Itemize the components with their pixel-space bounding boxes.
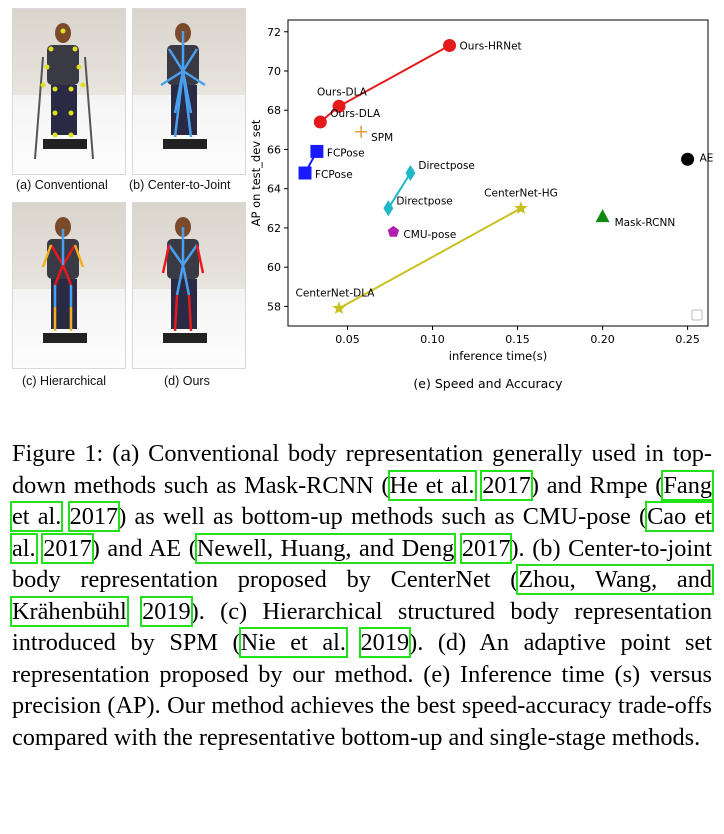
y-tick-label: 64 <box>267 183 281 196</box>
citation-link[interactable]: Fang et al. <box>9 469 715 532</box>
citation-link[interactable]: He et al. <box>387 469 477 501</box>
citation-link[interactable]: 2019 <box>358 627 412 658</box>
data-label: SPM <box>371 132 393 144</box>
data-label: CenterNet-DLA <box>296 287 376 299</box>
citation-link[interactable]: 2017 <box>480 469 533 501</box>
data-label: FCPose <box>327 147 365 159</box>
x-tick-label: 0.10 <box>420 333 445 346</box>
panel-c-caption: (c) Hierarchical <box>22 374 107 388</box>
skier-figure <box>41 217 87 343</box>
panel-a-image <box>12 8 126 175</box>
x-tick-label: 0.15 <box>505 333 530 346</box>
panel-e-caption: (e) Speed and Accuracy <box>413 376 563 391</box>
caption-segment: Figure 1: (a) Conventional body represen… <box>12 440 712 499</box>
data-label: Ours-DLA <box>330 108 381 120</box>
panel-d-caption: (d) Ours <box>164 374 210 388</box>
plot-frame <box>287 19 709 327</box>
citation-link[interactable]: 2017 <box>67 501 121 532</box>
caption-segment <box>61 503 69 530</box>
y-tick-label: 58 <box>267 300 281 313</box>
panel-a-caption: (a) Conventional <box>16 178 108 192</box>
panel-b-image <box>132 8 246 175</box>
data-label: CMU-pose <box>403 229 456 241</box>
data-label: FCPose <box>315 169 353 181</box>
data-label: Directpose <box>418 160 474 172</box>
y-tick-label: 68 <box>267 104 281 117</box>
skier-figure <box>161 217 207 343</box>
citation-link[interactable]: Nie et al. <box>238 627 348 658</box>
caption-segment: ). (d) An adaptive point set representat… <box>12 629 712 751</box>
caption-segment: ). (b) Center-to-joint body representati… <box>12 534 713 594</box>
data-label: Ours-DLA <box>317 86 368 98</box>
x-tick-label: 0.25 <box>675 333 700 346</box>
data-point <box>681 152 695 166</box>
x-axis-label: inference time(s) <box>449 349 547 363</box>
y-tick-label: 70 <box>267 65 281 78</box>
data-label: Ours-HRNet <box>460 41 522 53</box>
skier-figure <box>160 23 207 149</box>
data-point <box>383 200 394 217</box>
data-label: CenterNet-HG <box>484 187 558 199</box>
data-label: Mask-RCNN <box>615 217 676 229</box>
data-point <box>332 301 346 315</box>
skier-figure <box>34 23 94 160</box>
y-tick-label: 66 <box>267 143 281 156</box>
y-axis-label: AP on test_dev set <box>249 119 263 226</box>
citation-link[interactable]: Newell, Huang, and Deng <box>194 532 457 564</box>
x-tick-label: 0.20 <box>590 333 615 346</box>
caption-segment: ) as well as bottom-up methods such as C… <box>118 503 648 530</box>
data-point <box>387 225 400 237</box>
data-point <box>514 201 528 214</box>
figure-caption-text: Figure 1: (a) Conventional body represen… <box>9 438 715 753</box>
data-label: AE <box>700 152 714 164</box>
y-tick-label: 62 <box>267 222 281 235</box>
series-line <box>387 172 412 209</box>
caption-segment <box>454 535 462 562</box>
data-point <box>310 144 324 158</box>
caption-segment <box>346 629 361 656</box>
citation-link[interactable]: 2017 <box>41 532 94 564</box>
data-point <box>355 125 368 138</box>
citation-link[interactable]: Zhou, Wang, and Krähenbühl <box>10 564 714 627</box>
data-point <box>443 39 457 52</box>
caption-segment: ) and AE ( <box>91 534 197 562</box>
caption-segment: ) and Rmpe ( <box>530 471 664 499</box>
y-tick-label: 60 <box>267 261 281 274</box>
citation-link[interactable]: 2017 <box>459 532 513 564</box>
caption-segment <box>127 598 142 625</box>
data-point <box>595 209 610 223</box>
data-label: Directpose <box>396 195 452 207</box>
panel-c-image <box>12 202 126 369</box>
panel-d-image <box>132 202 246 369</box>
data-point <box>298 166 312 180</box>
speed-accuracy-chart: 0.05 0.10 0.15 0.20 0.25 58 60 62 64 66 68 70 72 infe… <box>249 19 714 391</box>
legend-box <box>691 309 703 321</box>
caption-segment: ). (c) Hierarchical structured body repr… <box>12 597 712 657</box>
data-point <box>313 115 327 129</box>
y-tick-label: 72 <box>267 26 281 39</box>
figure-caption: Figure 1: (a) Conventional body represen… <box>9 438 715 753</box>
citation-link[interactable]: 2019 <box>140 595 193 627</box>
data-point <box>332 99 346 113</box>
panel-b-caption: (b) Center-to-Joint <box>129 178 231 192</box>
data-point <box>405 165 416 181</box>
series-line <box>338 207 522 310</box>
citation-link[interactable]: Cao et al. <box>10 501 714 564</box>
x-tick-label: 0.05 <box>335 333 360 346</box>
